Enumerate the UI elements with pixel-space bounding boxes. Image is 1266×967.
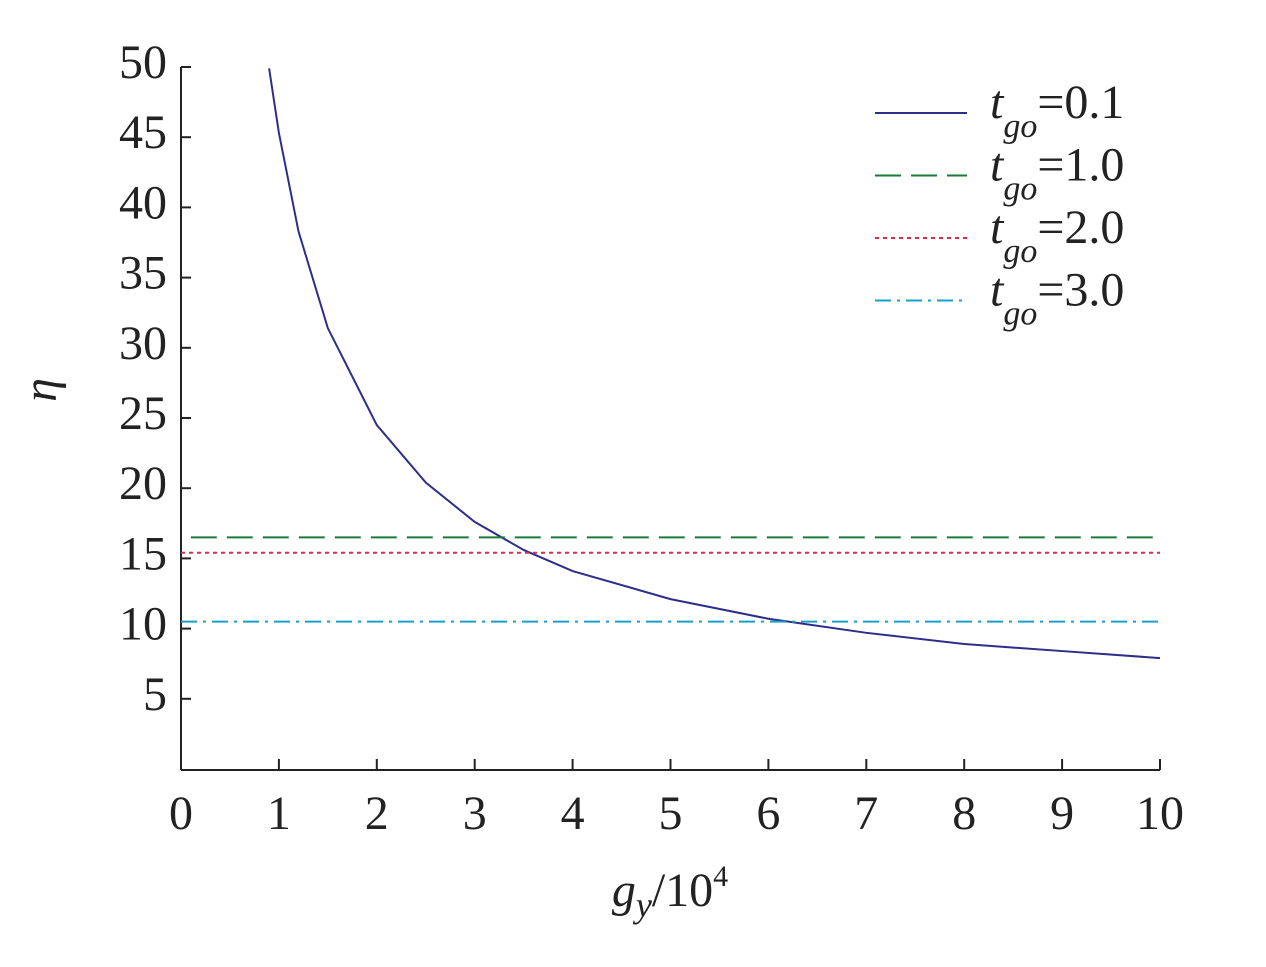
x-tick-label: 9 bbox=[1050, 787, 1074, 840]
y-tick-label: 10 bbox=[119, 598, 167, 651]
legend-label: tgo=3.0 bbox=[990, 264, 1124, 333]
x-tick-label: 0 bbox=[169, 787, 193, 840]
x-axis-label: gy/104 bbox=[612, 860, 728, 925]
y-tick-label: 15 bbox=[119, 527, 167, 580]
y-tick-label: 5 bbox=[143, 668, 167, 721]
y-tick-label: 35 bbox=[119, 247, 167, 300]
x-tick-label: 7 bbox=[854, 787, 878, 840]
y-tick-label: 30 bbox=[119, 317, 167, 370]
y-tick-label: 50 bbox=[119, 36, 167, 89]
y-tick-label: 40 bbox=[119, 176, 167, 229]
legend-label: tgo=0.1 bbox=[990, 76, 1124, 145]
y-tick-label: 25 bbox=[119, 387, 167, 440]
x-tick-label: 2 bbox=[365, 787, 389, 840]
x-tick-label: 6 bbox=[756, 787, 780, 840]
y-tick-label: 45 bbox=[119, 106, 167, 159]
x-tick-label: 4 bbox=[561, 787, 585, 840]
y-axis-label: η bbox=[14, 378, 67, 402]
y-tick-label: 20 bbox=[119, 457, 167, 510]
x-tick-label: 8 bbox=[952, 787, 976, 840]
x-tick-label: 3 bbox=[463, 787, 487, 840]
legend-label: tgo=2.0 bbox=[990, 201, 1124, 270]
legend-label: tgo=1.0 bbox=[990, 139, 1124, 208]
series-line bbox=[268, 68, 1161, 660]
x-tick-label: 5 bbox=[659, 787, 683, 840]
x-tick-label: 1 bbox=[267, 787, 291, 840]
x-tick-label: 10 bbox=[1136, 787, 1184, 840]
